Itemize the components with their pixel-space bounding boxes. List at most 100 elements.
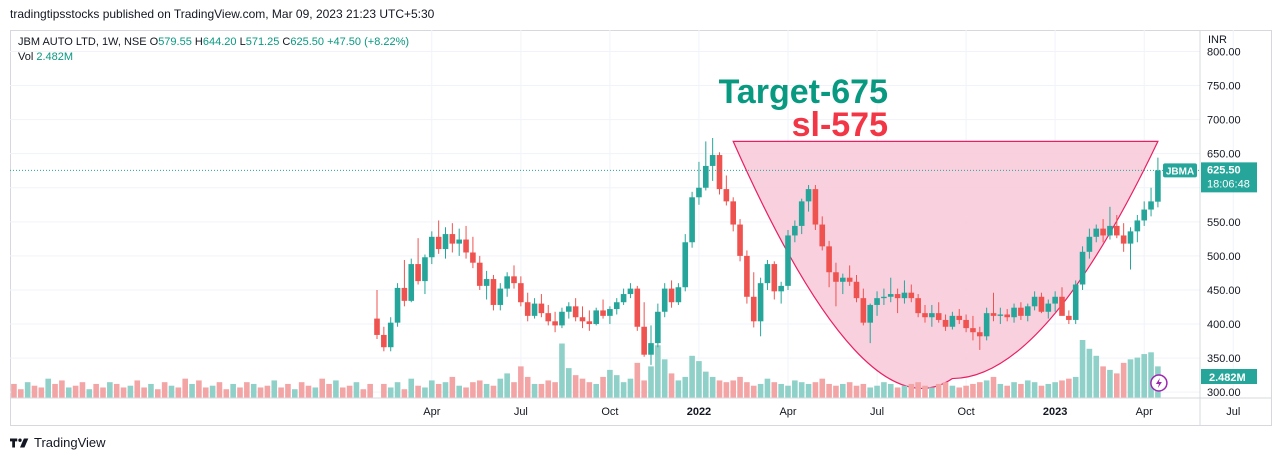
volume-bar <box>641 380 647 398</box>
candle <box>730 197 736 232</box>
candle-body <box>1086 236 1093 252</box>
volume-bar <box>860 383 867 398</box>
candle <box>798 198 805 235</box>
volume-bar <box>141 387 147 398</box>
volume-badge-value: 2.482M <box>1209 372 1246 384</box>
candle <box>655 303 661 348</box>
volume-bar <box>922 385 928 398</box>
legend-high-label: H <box>194 36 203 48</box>
candle-body <box>833 272 839 282</box>
x-tick-label: Apr <box>779 406 796 418</box>
candle-body <box>579 317 586 322</box>
candle-body <box>504 276 510 289</box>
candle <box>709 137 716 181</box>
candle-body <box>1018 307 1024 316</box>
volume-bar <box>497 378 504 398</box>
candle-body <box>655 311 661 344</box>
volume-bar <box>600 376 606 398</box>
symbol-tag-bg <box>1163 163 1197 178</box>
candle <box>771 261 778 300</box>
candle-body <box>805 189 812 202</box>
volume-bar <box>812 382 819 398</box>
candle <box>867 303 873 344</box>
volume-bar <box>216 382 223 398</box>
candle <box>442 227 449 259</box>
volume-bar <box>401 389 408 398</box>
candle <box>1045 299 1052 319</box>
candle <box>696 161 702 205</box>
candle <box>1086 228 1093 259</box>
volume-bar <box>86 389 93 398</box>
footer-branding[interactable]: TradingView <box>10 435 106 450</box>
tradingview-logo-icon <box>10 438 29 447</box>
candle-body <box>894 294 901 299</box>
volume-bar <box>120 387 127 398</box>
candle-body <box>887 294 894 297</box>
candle <box>634 285 641 331</box>
candle-body <box>374 318 380 335</box>
volume-bar <box>977 382 983 398</box>
last-price-badge: JBMA 625.50 18:06:48 <box>1163 162 1257 193</box>
candle-body <box>620 294 627 303</box>
candle-body <box>723 189 730 202</box>
volume-bar <box>1127 359 1134 398</box>
volume-bar <box>326 383 332 398</box>
candle <box>381 326 387 352</box>
candle <box>422 254 428 295</box>
volume-bar <box>1148 352 1154 398</box>
volume-bar <box>107 382 113 398</box>
volume-bar <box>230 383 236 398</box>
volume-bar <box>1031 382 1038 398</box>
candle-body <box>785 235 791 286</box>
candle-body <box>408 264 415 301</box>
volume-bar <box>744 382 750 398</box>
candle-body <box>1141 209 1147 221</box>
volume-bar <box>45 378 51 398</box>
candle-body <box>415 264 421 282</box>
legend-volume-row: Vol 2.482M <box>18 50 409 65</box>
legend-symbol[interactable]: JBM AUTO LTD, 1W, NSE <box>18 36 147 48</box>
candle <box>956 309 963 325</box>
volume-bar <box>524 376 531 398</box>
candle-body <box>607 309 613 316</box>
legend-volume-label[interactable]: Vol <box>18 51 34 63</box>
volume-bar <box>593 383 599 398</box>
candle <box>607 306 613 325</box>
candle <box>641 302 647 357</box>
candle-body <box>922 313 928 318</box>
volume-bar <box>559 343 565 398</box>
candle <box>504 272 510 297</box>
candle-body <box>1066 315 1072 320</box>
volume-bar <box>312 387 319 398</box>
candle <box>518 276 524 307</box>
candle-body <box>401 287 408 301</box>
legend-low-label: L <box>239 36 246 48</box>
volume-bar <box>490 385 497 398</box>
volume-bar <box>394 382 401 398</box>
volume-bar <box>463 387 469 398</box>
volume-bar <box>1093 355 1100 398</box>
volume-bar <box>148 383 154 398</box>
volume-bar <box>613 375 620 398</box>
candle <box>374 289 380 340</box>
candle-body <box>490 279 497 305</box>
candle <box>881 288 887 305</box>
legend-volume-value: 2.482M <box>36 51 74 63</box>
publisher-line: tradingtipsstocks published on TradingVi… <box>10 7 435 21</box>
candle-body <box>497 288 504 305</box>
candle <box>572 298 579 322</box>
annotation-stop-loss: sl-575 <box>792 106 888 144</box>
volume-bar <box>182 378 188 398</box>
flash-icon <box>1150 374 1168 392</box>
candle-body <box>956 315 963 320</box>
candle <box>908 284 915 303</box>
volume-bar <box>11 383 17 398</box>
chart-legend: JBM AUTO LTD, 1W, NSE O579.55 H644.20 L5… <box>18 35 409 65</box>
candle-body <box>463 239 469 253</box>
candle-body <box>942 319 949 327</box>
volume-bar <box>668 373 675 398</box>
volume-bar <box>655 345 661 398</box>
volume-bar <box>566 368 572 398</box>
candle <box>1018 302 1024 320</box>
